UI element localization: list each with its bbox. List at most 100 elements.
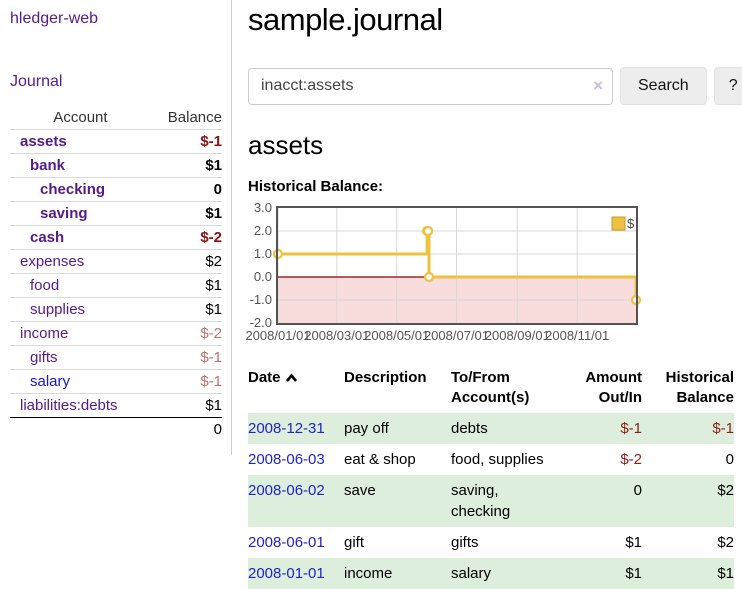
balance-cell: $2 [717,533,734,551]
account-balance: $-2 [150,225,222,250]
svg-text:1.0: 1.0 [254,246,272,261]
account-link[interactable]: bank [30,157,66,174]
balance-cell: 0 [725,450,734,468]
account-balance: $2 [150,249,222,274]
chart-title: Historical Balance: [248,178,384,195]
search-button[interactable]: Search [620,67,707,105]
accounts-cell: debts [451,419,488,437]
account-link[interactable]: cash [30,229,65,246]
account-link[interactable]: income [20,325,69,342]
account-balance: $1 [150,273,222,298]
date-link[interactable]: 2008-01-01 [248,564,325,582]
table-row: 2008-06-02 save saving, checking 0 $2 [248,474,734,527]
date-link[interactable]: 2008-12-31 [248,419,325,437]
account-link[interactable]: checking [40,181,106,198]
account-link[interactable]: salary [30,373,71,390]
brand: hledger-web [10,10,222,28]
account-balance: $-1 [150,129,222,154]
register-header-amount: Amount Out/In [585,369,642,407]
sidebar: hledger-web Journal Account Balance asse… [0,0,232,455]
svg-text:-2.0: -2.0 [250,315,272,330]
amount-cell: $1 [625,564,642,582]
account-link[interactable]: food [30,277,60,294]
svg-text:2008/05/01: 2008/05/01 [364,328,429,343]
accounts-table: Account Balance assets $-1 bank $1 checking 0… [10,106,222,441]
date-link[interactable]: 2008-06-01 [248,533,325,551]
register-table-body: 2008-12-31 pay off debts $-1 $-1 2008-06-03 ea… [248,412,734,589]
svg-text:2008/01/01: 2008/01/01 [245,328,310,343]
account-row: saving $1 [10,201,222,226]
svg-text:-1.0: -1.0 [250,292,272,307]
journal-link[interactable]: Journal [10,73,63,90]
brand-link[interactable]: hledger-web [10,10,99,27]
account-link[interactable]: supplies [30,301,86,318]
accounts-cell: gifts [451,533,479,551]
amount-cell: $-1 [620,419,642,437]
account-row: bank $1 [10,153,222,178]
accounts-header-account: Account [53,109,108,126]
chart-container: $3.0 2.0 1.0 0.0 -1.0 -2.0 2008/01/01 2008/03/0… [245,200,742,351]
account-link[interactable]: saving [40,205,88,222]
description-cell: income [344,564,393,582]
account-balance: $-2 [150,321,222,346]
svg-text:2.0: 2.0 [254,223,272,238]
account-balance: $1 [150,297,222,322]
description-cell: save [344,481,376,499]
svg-text:2008/11/01: 2008/11/01 [545,328,609,343]
account-balance: $1 [150,153,222,178]
table-row: 2008-06-01 gift gifts $1 $2 [248,527,734,558]
register-header-date[interactable]: Date [248,364,344,413]
sort-asc-icon [285,373,297,382]
page-title: sample.journal [248,2,443,37]
date-link[interactable]: 2008-06-03 [248,450,325,468]
account-row: cash $-2 [10,225,222,250]
svg-text:3.0: 3.0 [254,200,272,215]
main-content: sample.journal × Search ? assets Histori… [232,0,742,589]
accounts-cell: saving, checking [451,481,511,520]
account-link[interactable]: gifts [30,349,58,366]
svg-text:2008/07/01: 2008/07/01 [424,328,489,343]
historical-balance-chart: $3.0 2.0 1.0 0.0 -1.0 -2.02008/01/012008/03/0… [245,200,642,343]
account-balance: $-1 [150,345,222,370]
accounts-total-row: 0 [10,417,222,441]
accounts-cell: food, supplies [451,450,544,468]
accounts-header-balance: Balance [167,109,222,126]
account-row: salary $-1 [10,369,222,394]
account-balance: $1 [150,201,222,226]
register-header-description: Description [344,369,427,386]
account-row: assets $-1 [10,129,222,154]
clear-search-icon[interactable]: × [593,75,603,95]
svg-text:2008/03/01: 2008/03/01 [304,328,369,343]
register-table: Date Description To/From Account(s) Amou… [248,364,734,589]
account-row: food $1 [10,273,222,298]
account-row: gifts $-1 [10,345,222,370]
help-button[interactable]: ? [713,67,742,105]
svg-text:0.0: 0.0 [254,269,272,284]
account-row: income $-2 [10,321,222,346]
accounts-cell: salary [451,564,492,582]
account-balance: 0 [150,177,222,202]
account-link[interactable]: liabilities:debts [20,397,118,414]
account-row: checking 0 [10,177,222,202]
table-row: 2008-12-31 pay off debts $-1 $-1 [248,412,734,444]
table-row: 2008-06-03 eat & shop food, supplies $-2 0 [248,444,734,475]
account-link[interactable]: expenses [20,253,85,270]
account-link[interactable]: assets [20,133,67,150]
date-link[interactable]: 2008-06-02 [248,481,325,499]
journal-nav: Journal [10,73,222,91]
amount-cell: $1 [625,533,642,551]
accounts-total: 0 [150,417,222,441]
balance-cell: $2 [717,481,734,499]
description-cell: gift [344,533,365,551]
balance-cell: $1 [717,564,734,582]
svg-text:$: $ [627,216,635,231]
account-row: liabilities:debts $1 [10,393,222,418]
search-input[interactable] [248,67,613,105]
amount-cell: $-2 [620,450,642,468]
register-header-row: Date Description To/From Account(s) Amou… [248,364,734,413]
description-cell: pay off [344,419,389,437]
svg-text:2008/09/01: 2008/09/01 [485,328,550,343]
account-row: supplies $1 [10,297,222,322]
accounts-table-body: assets $-1 bank $1 checking 0 saving $1 cash $-2 e… [10,129,222,418]
amount-cell: 0 [633,481,642,499]
